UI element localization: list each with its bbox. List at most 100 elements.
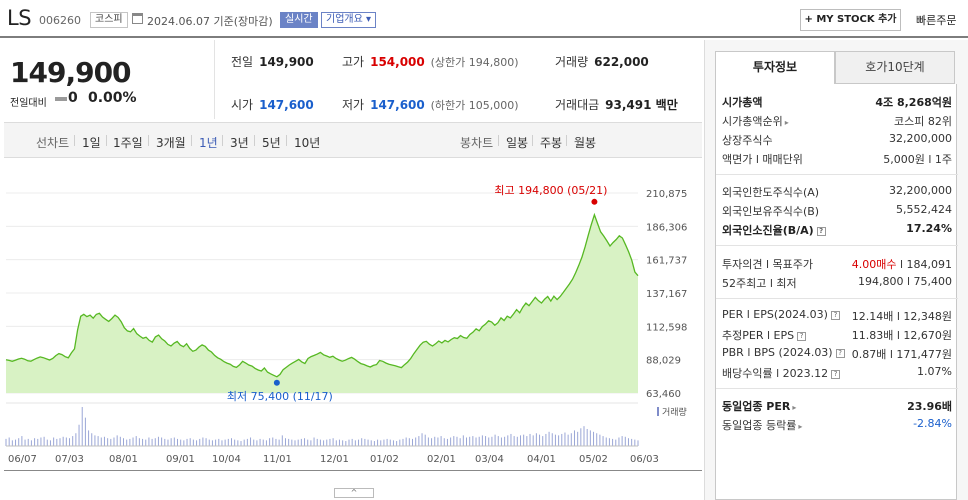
tab-daily-candle[interactable]: 일봉 [506, 136, 529, 150]
open-price: 시가 147,600 [231, 96, 314, 113]
y-tick-label: 137,167 [646, 289, 687, 300]
divider [191, 135, 192, 146]
x-tick-label: 06/03 [630, 454, 659, 465]
chevron-right-icon: ▸ [798, 422, 803, 431]
price-box: 149,900 전일대비 0 0.00% [4, 40, 214, 119]
sector-change-value: -2.84% [913, 417, 952, 430]
tab-weekly-candle[interactable]: 주봉 [540, 136, 563, 150]
foreign-limit-value: 32,200,000 [889, 184, 952, 197]
divider [286, 135, 287, 146]
invest-info-panel: 투자정보 호가10단계 시가총액 4조 8,268억원 시가총액순위 ▸ 코스피 82… [704, 40, 968, 500]
opinion-value: 4.00매수 l 184,091 [852, 256, 952, 272]
foreign-held-value: 5,552,424 [896, 203, 952, 216]
prev-close: 전일 149,900 [231, 53, 314, 70]
w52-label: 52주최고 l 최저 [722, 277, 797, 290]
foreign-ratio-row: 외국인소진율(B/A)? 17.24% [722, 222, 952, 240]
chevron-down-icon: ▾ [366, 14, 372, 25]
x-tick-label: 07/03 [55, 454, 84, 465]
sector-per-value: 23.96배 [907, 400, 952, 413]
price-chart-svg: 210,875 186,306 161,737 137,167 112,598 88,02… [5, 184, 687, 465]
per-text: PER l EPS(2024.03) [722, 308, 828, 321]
shares-label: 상장주식수 [722, 134, 773, 147]
company-overview-dropdown[interactable]: 기업개요 ▾ [321, 12, 377, 28]
foreign-limit-row: 외국인한도주식수(A) 32,200,000 [722, 184, 952, 202]
tab-10year[interactable]: 10년 [294, 136, 321, 150]
x-tick-label: 08/01 [109, 454, 138, 465]
w52-row: 52주최고 l 최저 194,800 l 75,400 [722, 275, 952, 293]
tab-1week[interactable]: 1주일 [113, 136, 143, 150]
foreign-limit-label: 외국인한도주식수(A) [722, 186, 820, 199]
x-tick-label: 11/01 [263, 454, 292, 465]
y-tick-label: 210,875 [646, 189, 687, 200]
divider [498, 135, 499, 146]
stock-code: 006260 [39, 14, 81, 27]
chart-collapse-button[interactable]: ^ [334, 488, 374, 498]
divider [254, 135, 255, 146]
y-tick-label: 63,460 [646, 389, 681, 400]
sector-per-row: 동일업종 PER ▸ 23.96배 [722, 398, 952, 416]
dividend-row: 배당수익률 l 2023.12? 1.07% [722, 365, 952, 383]
tab-invest-info[interactable]: 투자정보 [715, 51, 835, 84]
chart-footer [4, 470, 702, 500]
dividend-text: 배당수익률 l 2023.12 [722, 367, 829, 380]
help-icon[interactable]: ? [797, 331, 807, 341]
opinion-rating: 4.00매수 [851, 258, 897, 271]
foreign-ratio-value: 17.24% [906, 222, 952, 235]
est-per-label: 추정PER l EPS? [722, 327, 807, 343]
no-change-icon [55, 97, 67, 101]
foreign-ratio-label: 외국인소진율(B/A)? [722, 222, 826, 238]
tab-3month[interactable]: 3개월 [156, 136, 186, 150]
quick-order-link[interactable]: 빠른주문 [916, 14, 957, 27]
market-cap-rank-label[interactable]: 시가총액순위 ▸ [722, 113, 789, 129]
change-label: 전일대비 [10, 98, 47, 109]
pbr-row: PBR l BPS (2024.03)? 0.87배 l 171,477원 [722, 346, 952, 364]
help-icon[interactable]: ? [831, 369, 841, 379]
market-tag: 코스피 [90, 12, 128, 28]
est-per-text: 추정PER l EPS [722, 329, 795, 342]
tab-monthly-candle[interactable]: 월봉 [574, 136, 597, 150]
low-price: 저가 147,600 (하한가 105,000) [342, 96, 519, 113]
divider [74, 135, 75, 146]
market-cap-rank-row: 시가총액순위 ▸ 코스피 82위 [722, 113, 952, 131]
foreign-ratio-text: 외국인소진율(B/A) [722, 224, 814, 237]
divider [716, 245, 958, 246]
par-value: 5,000원 l 1주 [883, 153, 952, 166]
tab-1year[interactable]: 1년 [199, 136, 218, 150]
sector-change-label[interactable]: 동일업종 등락률 ▸ [722, 417, 802, 433]
sector-per-text: 동일업종 PER [722, 400, 791, 413]
prev-value: 149,900 [259, 55, 314, 69]
est-per-row: 추정PER l EPS? 11.83배 l 12,670원 [722, 327, 952, 345]
help-icon[interactable]: ? [835, 348, 845, 358]
sector-per-label[interactable]: 동일업종 PER ▸ [722, 398, 796, 414]
change-value: 0 [68, 90, 78, 106]
low-marker [273, 379, 280, 386]
tab-1day[interactable]: 1일 [82, 136, 101, 150]
tab-orderbook[interactable]: 호가10단계 [835, 51, 955, 84]
price-chart[interactable]: 210,875 186,306 161,737 137,167 112,598 88,02… [4, 170, 702, 470]
price-area-fill [6, 214, 638, 393]
help-icon[interactable]: ? [830, 310, 840, 320]
tab-5year[interactable]: 5년 [262, 136, 281, 150]
open-label: 시가 [231, 98, 254, 112]
tab-3year[interactable]: 3년 [230, 136, 249, 150]
market-cap-rank-text: 시가총액순위 [722, 115, 783, 128]
help-icon[interactable]: ? [816, 226, 826, 236]
x-tick-label: 06/07 [8, 454, 37, 465]
change-percent: 0.00% [88, 90, 137, 106]
realtime-tag[interactable]: 실시간 [280, 12, 318, 28]
est-per-value: 11.83배 l 12,670원 [851, 329, 952, 342]
trade-amount: 거래대금 93,491 백만 [555, 96, 678, 113]
divider [716, 388, 958, 389]
par-row: 액면가 l 매매단위 5,000원 l 1주 [722, 151, 952, 169]
market-cap-row: 시가총액 4조 8,268억원 [722, 94, 952, 112]
divider [716, 174, 958, 175]
price-line [5, 212, 639, 378]
amount-label: 거래대금 [555, 98, 600, 112]
company-overview-label: 기업개요 [326, 14, 363, 25]
volume-legend-swatch [657, 407, 659, 416]
w52-value: 194,800 l 75,400 [857, 275, 952, 288]
x-tick-label: 02/01 [427, 454, 456, 465]
my-stock-add-button[interactable]: + MY STOCK 추가 [800, 9, 901, 31]
amount-value: 93,491 백만 [605, 98, 678, 112]
target-price: l 184,091 [899, 258, 952, 271]
